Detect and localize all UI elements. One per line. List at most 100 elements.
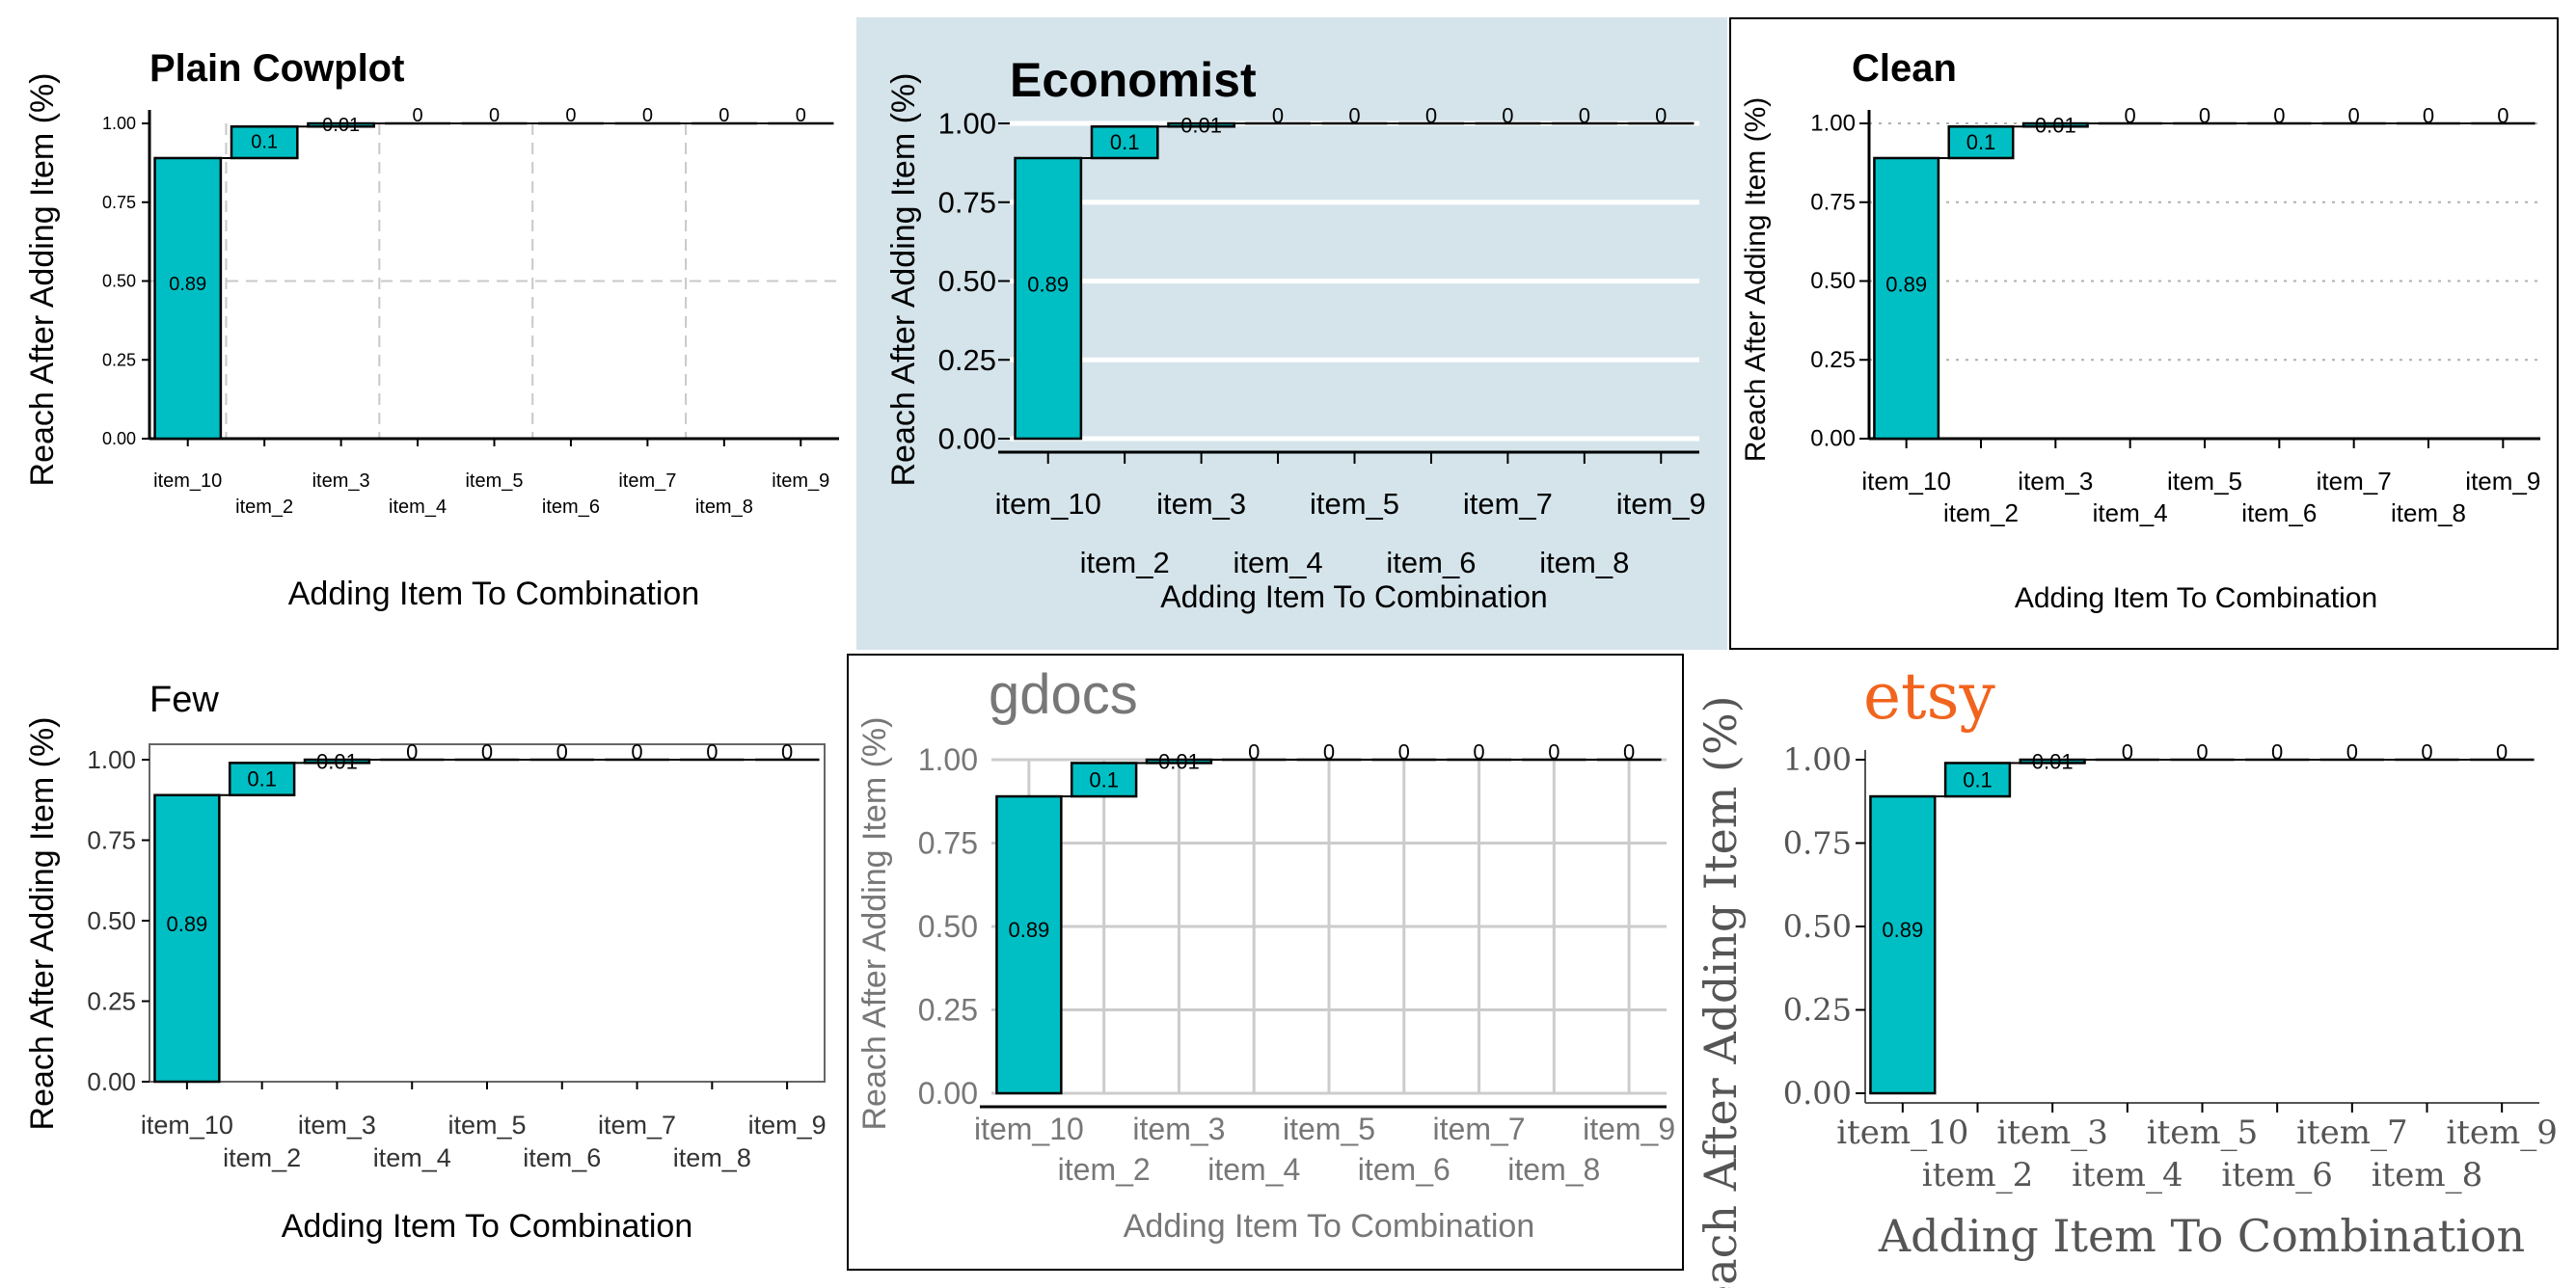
data-label: 0 (2423, 104, 2434, 128)
y-tick-label: 0.50 (102, 272, 136, 291)
x-tick-label: item_6 (2241, 498, 2317, 527)
x-tick-label: item_5 (1310, 487, 1399, 521)
data-label: 0 (2271, 740, 2283, 765)
bar-item_3 (303, 758, 371, 765)
panel-border (1729, 17, 2559, 650)
y-tick-label: 0.00 (918, 1076, 978, 1111)
bar-item_2 (230, 125, 299, 160)
y-tick-label: 1.00 (87, 745, 136, 774)
panel-cowplot: 0.00 0.25 0.50 0.75 1.00 0.89 item_10 0.1 item_2… (24, 47, 839, 612)
y-tick-label: 0.00 (102, 429, 136, 448)
data-label: 0 (489, 105, 500, 126)
data-label: 0 (1425, 104, 1437, 128)
x-tick-label: item_2 (1058, 1152, 1151, 1187)
y-tick-label: 0.00 (1810, 426, 1856, 452)
bar-item_10 (153, 156, 223, 441)
x-tick-label: item_3 (312, 470, 370, 492)
x-tick-label: item_10 (995, 487, 1101, 521)
y-axis-title: Reach After Adding Item (%) (856, 717, 893, 1131)
data-label: 0 (2122, 740, 2133, 765)
y-tick-label: 0.75 (938, 185, 996, 219)
y-tick-label: 0.50 (918, 909, 978, 944)
panel-border (847, 654, 1684, 1271)
data-label: 0 (781, 740, 793, 765)
x-tick-label: item_9 (772, 470, 829, 492)
y-tick-label: 0.00 (938, 422, 996, 456)
data-label: 0 (631, 740, 642, 765)
x-tick-label: item_5 (2147, 1114, 2259, 1152)
x-tick-label: item_6 (1358, 1152, 1451, 1187)
x-tick-label: item_6 (2221, 1156, 2333, 1194)
x-tick-label: item_4 (1207, 1152, 1300, 1187)
y-tick-label: 0.25 (1810, 347, 1856, 373)
x-tick-label: item_10 (141, 1111, 233, 1140)
data-label: 0 (1272, 104, 1284, 128)
bar-item_3 (307, 121, 376, 128)
data-label: 0.89 (1027, 272, 1069, 296)
y-tick-label: 0.00 (87, 1067, 136, 1096)
x-tick-label: item_9 (1583, 1112, 1675, 1146)
data-label: 0.1 (247, 767, 277, 792)
data-label: 0 (1623, 740, 1635, 765)
x-tick-label: item_7 (1433, 1112, 1526, 1146)
data-label: 0 (2196, 740, 2208, 765)
x-tick-label: item_6 (1386, 546, 1476, 579)
bar-item_2 (1943, 762, 2012, 798)
data-label: 0 (2199, 104, 2210, 128)
data-label: 0 (1502, 104, 1513, 128)
bar-item_2 (1947, 125, 2015, 160)
x-axis-title: Adding Item To Combination (2015, 582, 2377, 614)
chart-title: Clean (1852, 47, 1957, 90)
x-tick-label: item_8 (695, 496, 753, 518)
x-tick-label: item_2 (1080, 546, 1170, 579)
y-axis-title: Reach After Adding Item (%) (1740, 97, 1772, 463)
x-axis-title: Adding Item To Combination (282, 1208, 693, 1245)
x-tick-label: item_7 (598, 1111, 676, 1140)
bar-item_10 (1869, 794, 1937, 1095)
x-tick-label: item_8 (2372, 1156, 2483, 1194)
x-tick-label: item_3 (1996, 1114, 2108, 1152)
y-tick-label: 0.25 (918, 993, 978, 1028)
x-tick-label: item_4 (1234, 546, 1323, 579)
x-tick-label: item_7 (1463, 487, 1553, 521)
x-tick-label: item_5 (2167, 467, 2242, 496)
x-tick-label: item_2 (1922, 1156, 2034, 1194)
data-label: 0 (796, 105, 806, 126)
x-tick-label: item_7 (618, 470, 676, 492)
data-label: 0 (2497, 104, 2508, 128)
data-label: 0 (1398, 740, 1410, 765)
x-tick-label: item_10 (974, 1112, 1084, 1146)
y-axis-title: Reach After Adding Item (%) (24, 717, 61, 1131)
panel-clean: 0.00 0.25 0.50 0.75 1.00 0.89 item_10 0.1 item_2… (1729, 17, 2559, 650)
x-tick-label: item_4 (2093, 498, 2168, 527)
panel-etsy: 0.00 0.25 0.50 0.75 1.00 0.89 item_10 0.1 item_2… (1695, 659, 2558, 1288)
data-label: 0 (2421, 740, 2432, 765)
x-axis-title: Adding Item To Combination (1160, 579, 1547, 614)
x-tick-label: item_10 (1861, 467, 1951, 496)
x-tick-label: item_9 (748, 1111, 827, 1140)
y-tick-label: 0.50 (87, 906, 136, 935)
data-label: 0 (706, 740, 718, 765)
x-tick-label: item_3 (1156, 487, 1246, 521)
bar-item_10 (153, 793, 221, 1084)
bar-item_10 (1873, 156, 1940, 441)
data-label: 0.01 (2035, 114, 2076, 138)
data-label: 0 (406, 740, 418, 765)
y-tick-label: 0.75 (1783, 825, 1852, 862)
data-label: 0.89 (1008, 918, 1049, 942)
panel-economist: 0.00 0.25 0.50 0.75 1.00 0.89 item_10 0.1 item_2… (856, 17, 1727, 650)
y-tick-label: 0.75 (918, 826, 978, 861)
data-label: 0.01 (316, 750, 358, 774)
data-label: 0.1 (251, 132, 278, 153)
bar-item_2 (228, 762, 296, 796)
x-tick-label: item_4 (2072, 1156, 2183, 1194)
data-label: 0 (565, 105, 576, 126)
y-tick-label: 0.25 (1783, 992, 1852, 1029)
x-tick-label: item_9 (2465, 467, 2540, 496)
x-tick-label: item_10 (1836, 1114, 1968, 1152)
x-tick-label: item_3 (298, 1111, 376, 1140)
bar-item_3 (2019, 758, 2086, 765)
data-label: 0.1 (1089, 767, 1119, 792)
y-axis-title: Reach After Adding Item (%) (24, 73, 61, 487)
